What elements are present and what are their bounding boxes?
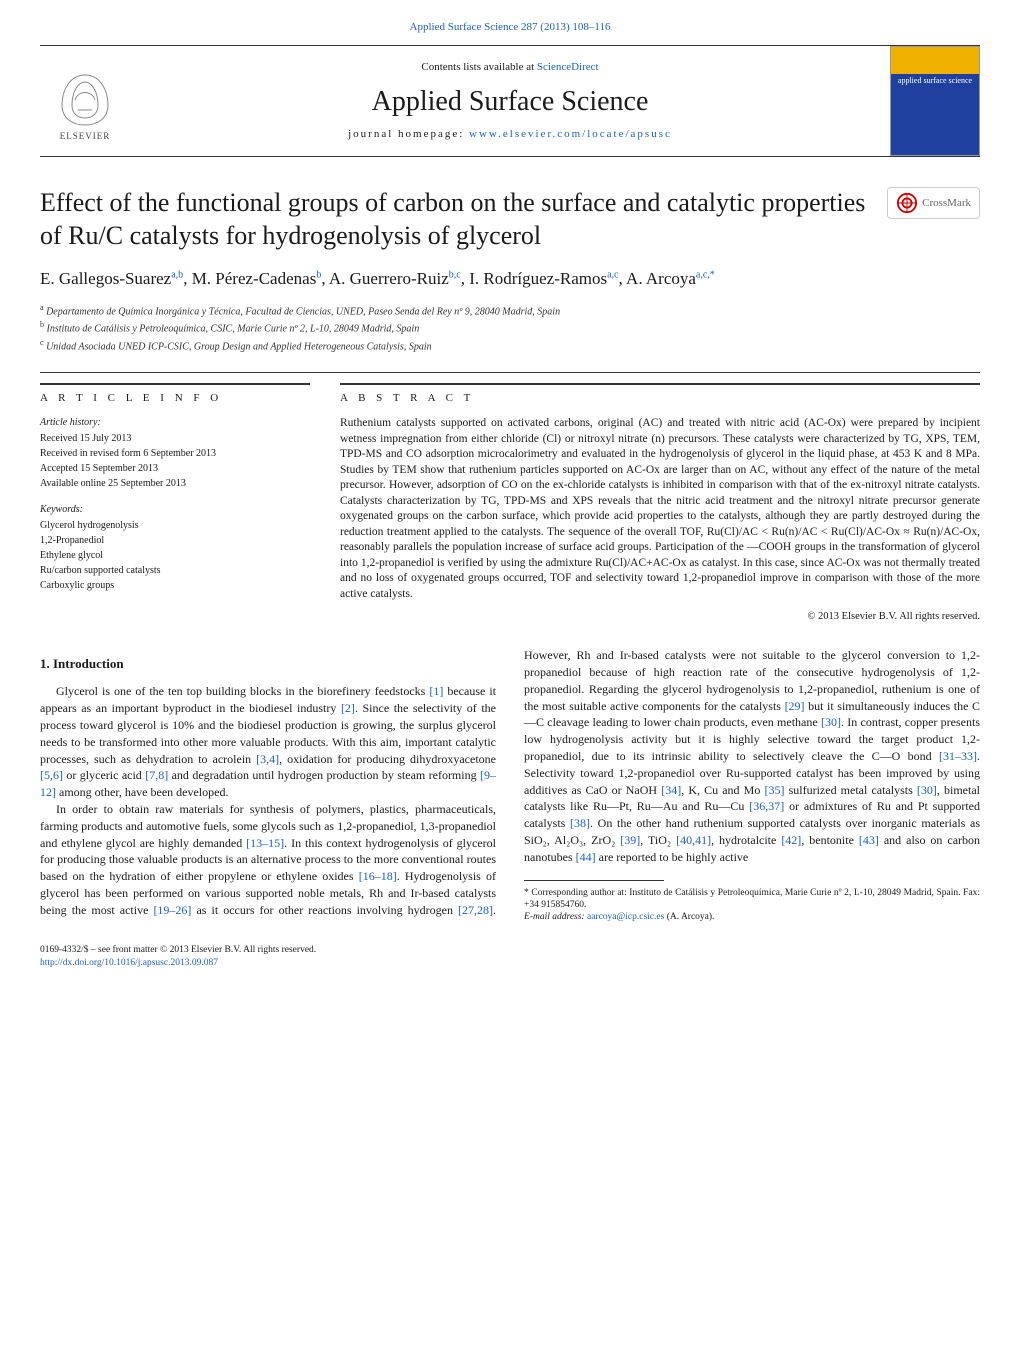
contents-line: Contents lists available at ScienceDirec… bbox=[150, 60, 870, 75]
homepage-line: journal homepage: www.elsevier.com/locat… bbox=[150, 127, 870, 142]
ref-link[interactable]: [42] bbox=[781, 833, 801, 847]
text: , hydrotalcite bbox=[711, 833, 781, 847]
homepage-prefix: journal homepage: bbox=[348, 128, 469, 140]
text: , bentonite bbox=[801, 833, 859, 847]
email-suffix: (A. Arcoya). bbox=[664, 912, 714, 922]
ref-link[interactable]: [19–26] bbox=[153, 903, 191, 917]
journal-name: Applied Surface Science bbox=[150, 82, 870, 121]
ref-link[interactable]: [44] bbox=[576, 850, 596, 864]
footnote-separator bbox=[524, 880, 664, 881]
abstract: a b s t r a c t Ruthenium catalysts supp… bbox=[340, 383, 980, 625]
ref-link[interactable]: [43] bbox=[859, 833, 879, 847]
paper-title: Effect of the functional groups of carbo… bbox=[40, 187, 867, 252]
keyword: Ethylene glycol bbox=[40, 549, 310, 563]
text: among other, have been developed. bbox=[56, 785, 228, 799]
history-item: Accepted 15 September 2013 bbox=[40, 462, 310, 476]
keyword: 1,2-Propanediol bbox=[40, 534, 310, 548]
text: , TiO₂ bbox=[640, 833, 676, 847]
ref-link[interactable]: [7,8] bbox=[145, 768, 168, 782]
email-link[interactable]: aarcoya@icp.csic.es bbox=[587, 912, 664, 922]
masthead: ELSEVIER Contents lists available at Sci… bbox=[40, 45, 980, 157]
ref-link[interactable]: [3,4] bbox=[256, 752, 279, 766]
citation-link[interactable]: Applied Surface Science 287 (2013) 108–1… bbox=[40, 20, 980, 35]
cover-label: applied surface science bbox=[891, 77, 979, 86]
history-item: Available online 25 September 2013 bbox=[40, 477, 310, 491]
text: , K, Cu and Mo bbox=[681, 783, 764, 797]
article-info-label: a r t i c l e i n f o bbox=[40, 391, 310, 406]
ref-link[interactable]: [39] bbox=[620, 833, 640, 847]
ref-link[interactable]: [30] bbox=[917, 783, 937, 797]
journal-cover-thumbnail: applied surface science bbox=[890, 46, 980, 156]
ref-link[interactable]: [30] bbox=[821, 715, 841, 729]
text: Glycerol is one of the ten top building … bbox=[56, 684, 429, 698]
ref-link[interactable]: [16–18] bbox=[359, 869, 397, 883]
contents-prefix: Contents lists available at bbox=[421, 61, 536, 73]
ref-link[interactable]: [35] bbox=[764, 783, 784, 797]
sciencedirect-link[interactable]: ScienceDirect bbox=[537, 61, 599, 73]
keyword: Ru/carbon supported catalysts bbox=[40, 564, 310, 578]
abstract-text: Ruthenium catalysts supported on activat… bbox=[340, 416, 980, 602]
article-info: a r t i c l e i n f o Article history: R… bbox=[40, 383, 310, 625]
abstract-copyright: © 2013 Elsevier B.V. All rights reserved… bbox=[340, 610, 980, 625]
history-item: Received 15 July 2013 bbox=[40, 432, 310, 446]
ref-link[interactable]: [13–15] bbox=[246, 836, 284, 850]
body-columns: 1. Introduction Glycerol is one of the t… bbox=[40, 647, 980, 923]
affiliation: b Instituto de Catálisis y Petroleoquími… bbox=[40, 319, 980, 336]
abstract-label: a b s t r a c t bbox=[340, 391, 980, 406]
crossmark-icon bbox=[896, 192, 918, 214]
text: as it occurs for other reactions involvi… bbox=[191, 903, 458, 917]
history-label: Article history: bbox=[40, 416, 310, 430]
masthead-center: Contents lists available at ScienceDirec… bbox=[130, 52, 890, 150]
ref-link[interactable]: [2] bbox=[341, 701, 355, 715]
text: are reported to be highly active bbox=[596, 850, 749, 864]
ref-link[interactable]: [27,28] bbox=[458, 903, 493, 917]
affiliations: a Departamento de Química Inorgánica y T… bbox=[40, 302, 980, 354]
text: and degradation until hydrogen productio… bbox=[168, 768, 480, 782]
history-item: Received in revised form 6 September 201… bbox=[40, 447, 310, 461]
keyword: Carboxylic groups bbox=[40, 579, 310, 593]
doi-link[interactable]: http://dx.doi.org/10.1016/j.apsusc.2013.… bbox=[40, 958, 218, 968]
text: , oxidation for producing dihydroxyaceto… bbox=[279, 752, 496, 766]
text: sulfurized metal catalysts bbox=[784, 783, 916, 797]
email-label: E-mail address: bbox=[524, 912, 587, 922]
ref-link[interactable]: [31–33] bbox=[939, 749, 977, 763]
corresponding-author-footnote: * Corresponding author at: Instituto de … bbox=[524, 887, 980, 924]
affiliation: c Unidad Asociada UNED ICP-CSIC, Group D… bbox=[40, 337, 980, 354]
section-heading: 1. Introduction bbox=[40, 655, 496, 673]
keywords-label: Keywords: bbox=[40, 503, 310, 517]
authors: E. Gallegos-Suareza,b, M. Pérez-Cadenasb… bbox=[40, 266, 980, 292]
ref-link[interactable]: [29] bbox=[785, 699, 805, 713]
body-paragraph: Glycerol is one of the ten top building … bbox=[40, 683, 496, 801]
ref-link[interactable]: [36,37] bbox=[749, 799, 784, 813]
footer: 0169-4332/$ – see front matter © 2013 El… bbox=[40, 944, 980, 971]
ref-link[interactable]: [1] bbox=[429, 684, 443, 698]
ref-link[interactable]: [38] bbox=[570, 816, 590, 830]
affiliation: a Departamento de Química Inorgánica y T… bbox=[40, 302, 980, 319]
issn-line: 0169-4332/$ – see front matter © 2013 El… bbox=[40, 944, 980, 957]
crossmark-label: CrossMark bbox=[922, 196, 971, 211]
elsevier-logo: ELSEVIER bbox=[40, 56, 130, 146]
ref-link[interactable]: [34] bbox=[661, 783, 681, 797]
elsevier-label: ELSEVIER bbox=[60, 130, 111, 143]
crossmark-badge[interactable]: CrossMark bbox=[887, 187, 980, 219]
keyword: Glycerol hydrogenolysis bbox=[40, 519, 310, 533]
footnote-text: * Corresponding author at: Instituto de … bbox=[524, 887, 980, 912]
homepage-link[interactable]: www.elsevier.com/locate/apsusc bbox=[469, 128, 672, 140]
text: or glyceric acid bbox=[63, 768, 145, 782]
ref-link[interactable]: [5,6] bbox=[40, 768, 63, 782]
ref-link[interactable]: [40,41] bbox=[676, 833, 711, 847]
